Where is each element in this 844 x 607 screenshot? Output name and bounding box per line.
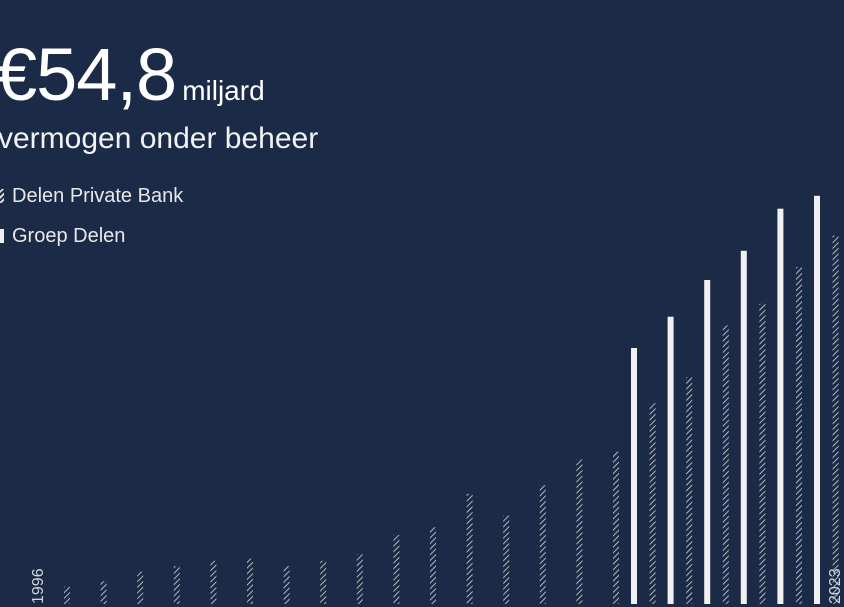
bar-groep-delen-2013 [704,280,711,604]
bar-private-bank-2002 [283,566,290,604]
bar-private-bank-2016 [796,267,802,604]
legend-item-groep-delen: Groep Delen [0,224,183,248]
bar-groep-delen-2011 [631,348,637,604]
bar-groep-delen-2012 [667,316,674,604]
bar-private-bank-2009 [539,485,546,604]
bar-private-bank-2001 [247,558,253,604]
bar-private-bank-2017 [832,235,839,604]
headline-unit: miljard [182,75,265,106]
bar-groep-delen-2014 [740,250,747,605]
bar-private-bank-2007 [466,493,473,604]
bar-private-bank-2004 [356,554,363,604]
legend-item-private-bank: Delen Private Bank [0,184,183,208]
bars-group [64,195,839,605]
bar-private-bank-2015 [759,303,766,604]
bar-private-bank-2008 [503,515,510,604]
bar-private-bank-2005 [393,534,400,604]
x-end-label: 2023 [827,568,844,604]
x-start-label: 1996 [30,568,47,604]
hatched-swatch-icon [0,189,4,203]
bar-private-bank-2011 [613,451,619,604]
bar-private-bank-1996 [64,586,70,604]
bar-private-bank-1998 [137,571,144,604]
bar-groep-delen-2016 [814,195,820,605]
bar-private-bank-2013 [686,377,693,604]
bar-private-bank-2006 [430,527,436,604]
headline: €54,8 miljard [0,38,265,112]
bar-private-bank-1999 [173,566,180,604]
bar-private-bank-1997 [100,581,107,604]
legend-label: Groep Delen [12,224,126,247]
bar-private-bank-2010 [576,459,583,604]
bar-private-bank-2003 [320,560,327,604]
bar-private-bank-2012 [649,403,656,604]
headline-subtitle: vermogen onder beheer [0,122,319,155]
legend-label: Delen Private Bank [12,184,184,207]
bar-private-bank-2000 [210,560,217,604]
solid-swatch-icon [0,229,4,243]
legend: Delen Private Bank Groep Delen [0,184,183,264]
headline-value: €54,8 [0,33,177,116]
bar-groep-delen-2015 [777,208,784,604]
bar-private-bank-2014 [722,325,729,604]
